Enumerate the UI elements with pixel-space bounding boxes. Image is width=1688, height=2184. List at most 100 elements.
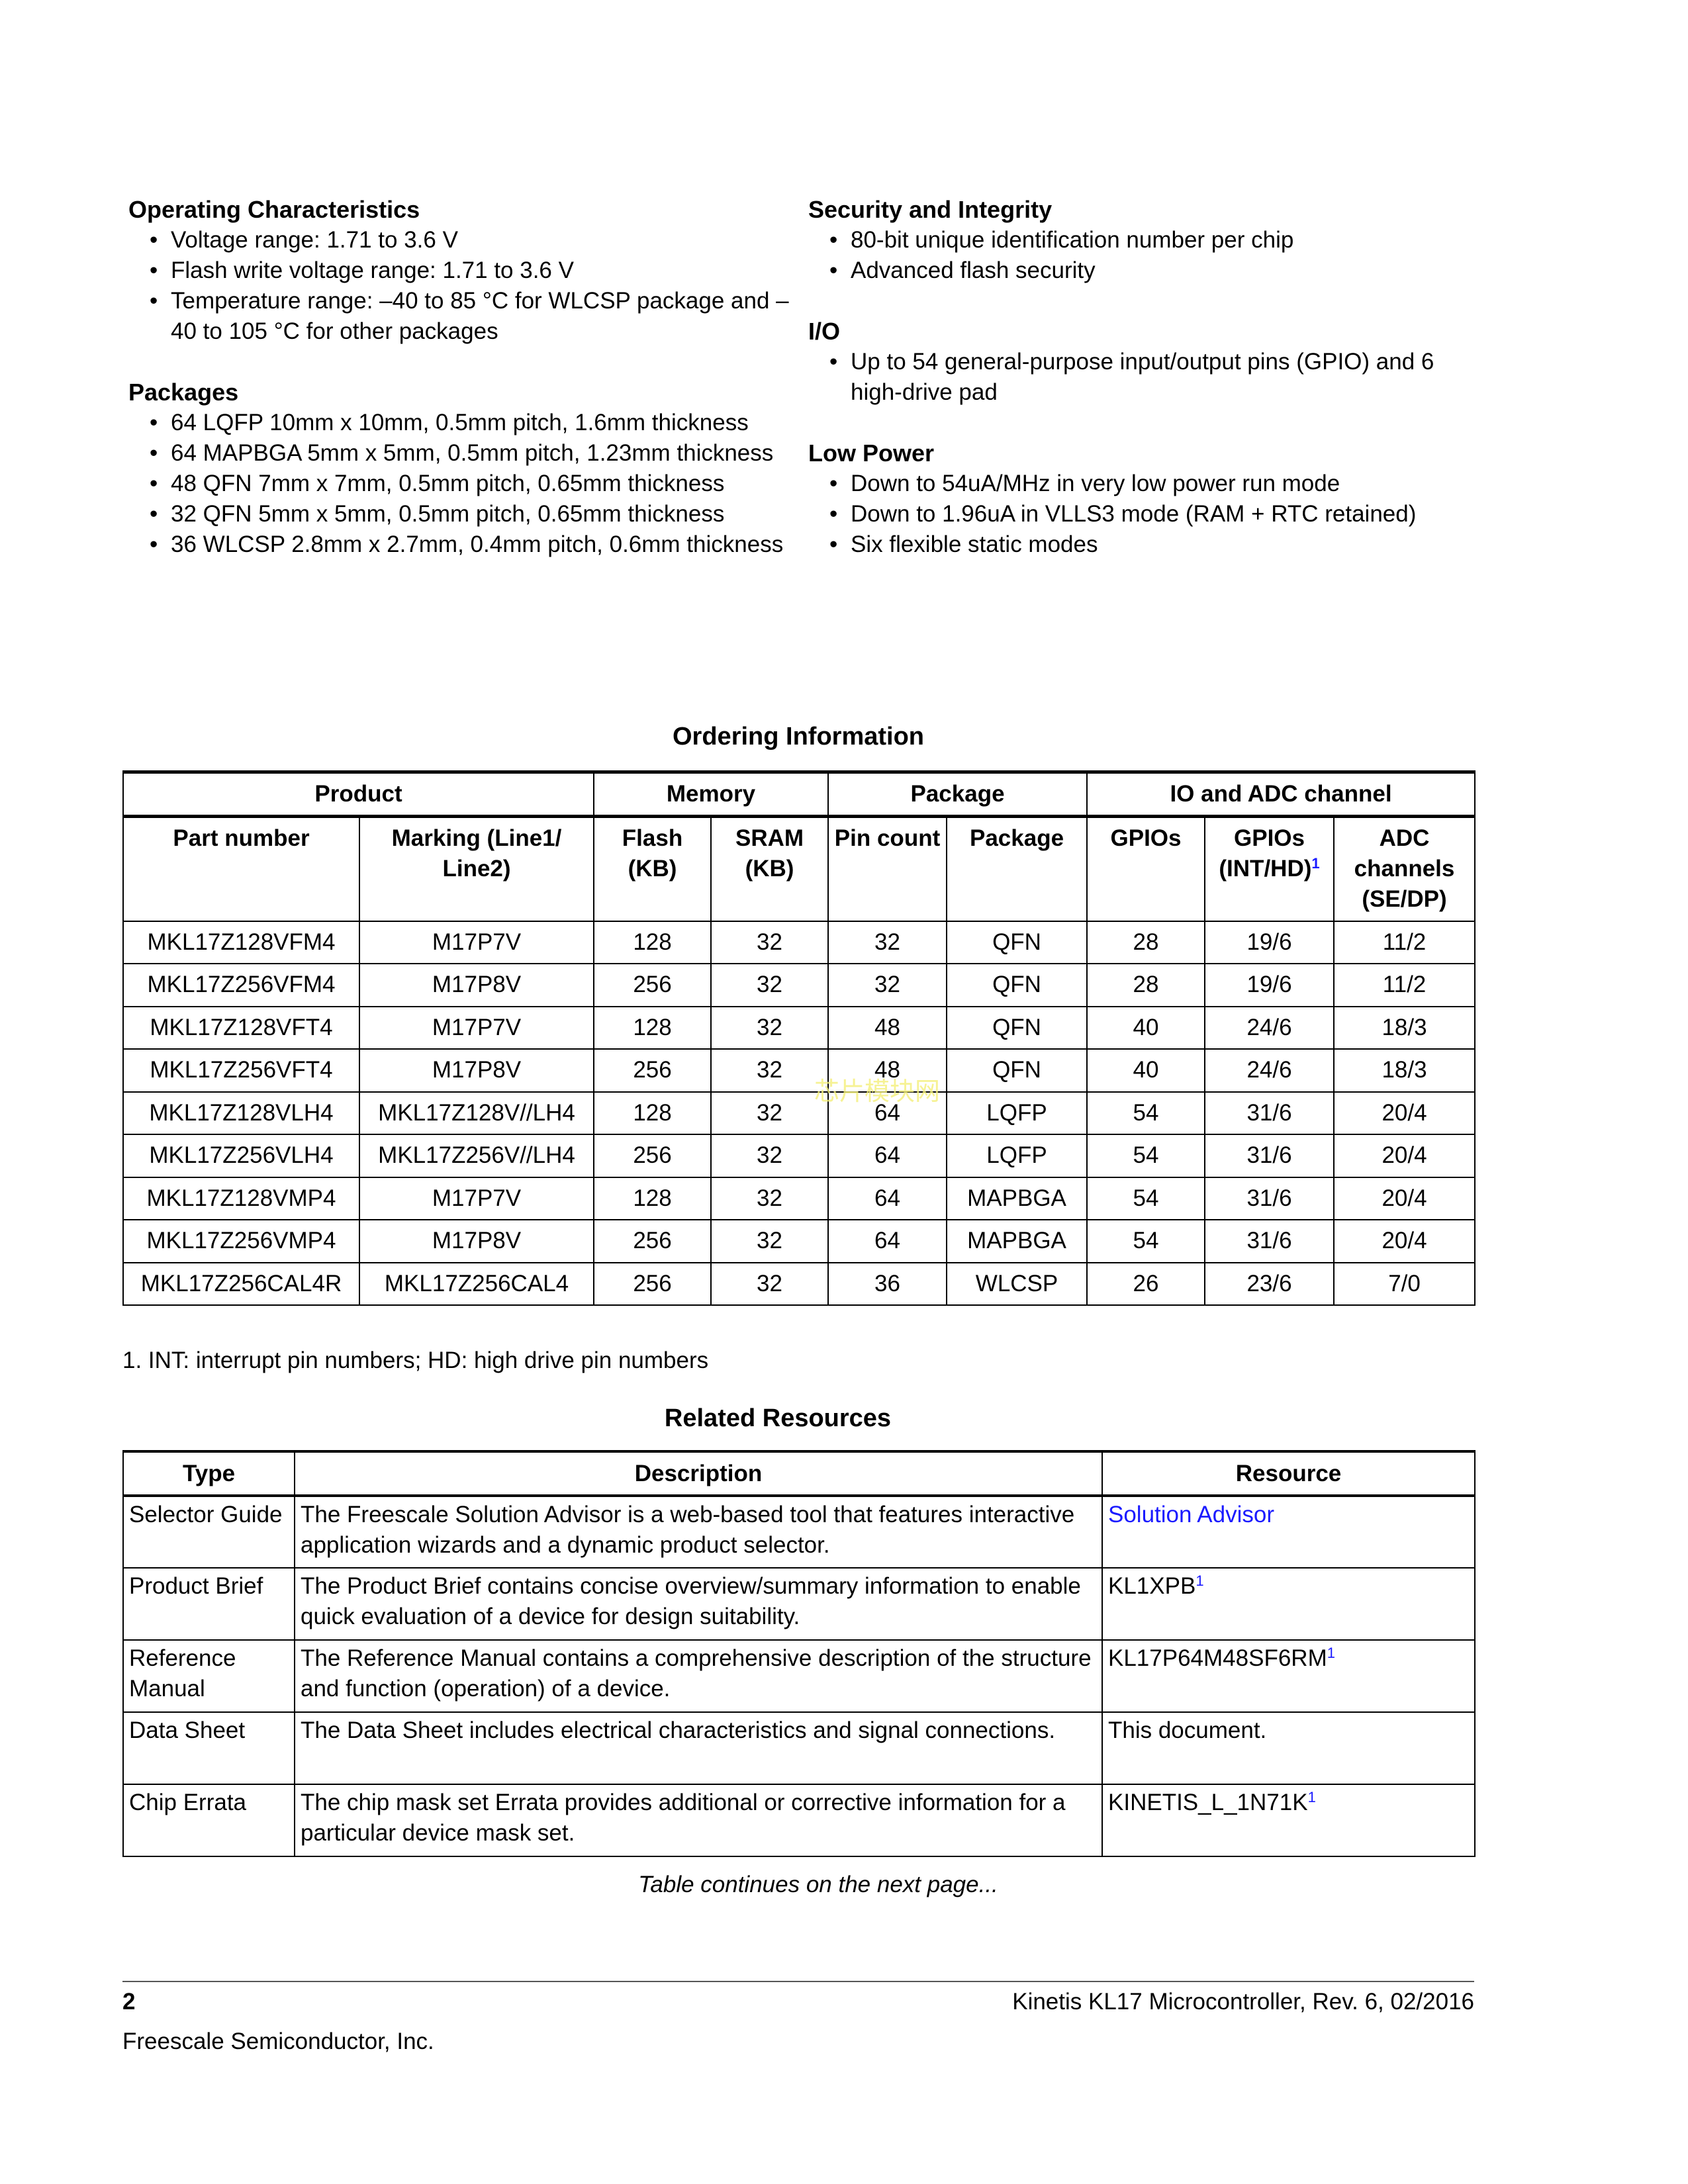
section-heading: Low Power — [808, 439, 935, 467]
table-cell: 64 — [827, 1176, 948, 1220]
table-cell: 54 — [1086, 1219, 1206, 1263]
table-row: MKL17Z128VLH4 MKL17Z128V//LH4 128 32 64 LQFP 5… — [122, 1091, 1476, 1135]
table-cell: 64 — [827, 1134, 948, 1178]
resource-id: KL1XPB — [1108, 1573, 1196, 1599]
bullet-item: Temperature range: –40 to 85 °C for WLCS… — [128, 286, 790, 347]
table-cell: 18/3 — [1333, 1005, 1476, 1050]
table-cell: QFN — [946, 920, 1088, 964]
table-row: MKL17Z128VMP4 M17P7V 128 32 64 MAPBGA 54 31/6 20… — [122, 1176, 1476, 1220]
table-cell-resource: This document. — [1102, 1711, 1476, 1785]
section-heading: Security and Integrity — [808, 196, 1053, 223]
bullet-item: 80-bit unique identification number per … — [808, 225, 1470, 255]
table-row: MKL17Z256VLH4 MKL17Z256V//LH4 256 32 64 LQFP 5… — [122, 1134, 1476, 1178]
table-cell: 7/0 — [1333, 1261, 1476, 1306]
bullet-list: Voltage range: 1.71 to 3.6 VFlash write … — [128, 225, 790, 347]
table-row: Reference Manual The Reference Manual con… — [122, 1639, 1476, 1713]
table-cell: 11/2 — [1333, 963, 1476, 1007]
table-cell: 11/2 — [1333, 920, 1476, 964]
bullet-list: Up to 54 general-purpose input/output pi… — [808, 347, 1470, 408]
table-cell: 32 — [710, 1005, 829, 1050]
table-cell-type: Data Sheet — [122, 1711, 295, 1785]
table-cell: MKL17Z256CAL4R — [122, 1261, 360, 1306]
feature-section: Low PowerDown to 54uA/MHz in very low po… — [808, 438, 1470, 560]
ordering-footnote: 1. INT: interrupt pin numbers; HD: high … — [122, 1347, 709, 1373]
table-cell: 20/4 — [1333, 1176, 1476, 1220]
table-cell: 256 — [593, 1134, 712, 1178]
table-cell: 31/6 — [1204, 1176, 1335, 1220]
bullet-list: 80-bit unique identification number per … — [808, 225, 1470, 286]
table-cell: 32 — [710, 1091, 829, 1135]
table-cell: MAPBGA — [946, 1176, 1088, 1220]
bullet-item: 48 QFN 7mm x 7mm, 0.5mm pitch, 0.65mm th… — [128, 469, 790, 499]
table-cell-desc: The Reference Manual contains a comprehe… — [294, 1639, 1103, 1713]
table-cell: 32 — [827, 920, 948, 964]
table-cell: 32 — [827, 963, 948, 1007]
group-header: IO and ADC channel — [1086, 770, 1476, 818]
table-row: MKL17Z256VFT4 M17P8V 256 32 48 QFN 40 24/6 18/3 — [122, 1048, 1476, 1093]
bullet-item: Down to 54uA/MHz in very low power run m… — [808, 469, 1470, 499]
column-header: Package — [946, 815, 1088, 922]
table-cell: M17P8V — [358, 1048, 595, 1093]
column-header: Pin count — [827, 815, 948, 922]
resource-link[interactable]: Solution Advisor — [1108, 1502, 1274, 1527]
bullet-item: Advanced flash security — [808, 255, 1470, 286]
column-header: Resource — [1102, 1450, 1476, 1497]
table-cell: 32 — [710, 1261, 829, 1306]
section-heading: I/O — [808, 318, 841, 345]
table-cell: M17P7V — [358, 1176, 595, 1220]
table-cell: 36 — [827, 1261, 948, 1306]
table-cell: 19/6 — [1204, 920, 1335, 964]
table-cell: MKL17Z128VFM4 — [122, 920, 360, 964]
table-cell: WLCSP — [946, 1261, 1088, 1306]
table-cell: 54 — [1086, 1134, 1206, 1178]
right-feature-column: Security and Integrity80-bit unique iden… — [808, 195, 1470, 590]
table-cell: M17P8V — [358, 1219, 595, 1263]
table-cell: 48 — [827, 1048, 948, 1093]
column-header: Description — [294, 1450, 1103, 1497]
section-heading: Operating Characteristics — [128, 196, 420, 223]
table-row: MKL17Z128VFT4 M17P7V 128 32 48 QFN 40 24/6 18/3 — [122, 1005, 1476, 1050]
table-cell: 32 — [710, 1176, 829, 1220]
table-cell-type: Selector Guide — [122, 1495, 295, 1569]
table-cell: MKL17Z128V//LH4 — [358, 1091, 595, 1135]
table-row: MKL17Z256VMP4 M17P8V 256 32 64 MAPBGA 54 31/6 20… — [122, 1219, 1476, 1263]
table-cell-desc: The Product Brief contains concise overv… — [294, 1567, 1103, 1641]
footnote-ref[interactable]: 1 — [1311, 855, 1320, 872]
table-cell: 20/4 — [1333, 1219, 1476, 1263]
table-cell: 40 — [1086, 1005, 1206, 1050]
table-cell: 128 — [593, 920, 712, 964]
table-cell: MKL17Z256V//LH4 — [358, 1134, 595, 1178]
table-cell-type: Chip Errata — [122, 1784, 295, 1857]
watermark: 芯片模块网 — [814, 1078, 941, 1106]
table-cell-resource: KL1XPB1 — [1102, 1567, 1476, 1641]
footnote-ref[interactable]: 1 — [1327, 1645, 1335, 1661]
table-cell: MAPBGA — [946, 1219, 1088, 1263]
table-cell: 32 — [710, 1219, 829, 1263]
table-cell: QFN — [946, 963, 1088, 1007]
resource-id: KINETIS_L_1N71K — [1108, 1790, 1308, 1815]
table-row: Product Brief The Product Brief contains … — [122, 1567, 1476, 1641]
table-cell-type: Reference Manual — [122, 1639, 295, 1713]
table-cell: 28 — [1086, 920, 1206, 964]
document-title: Kinetis KL17 Microcontroller, Rev. 6, 02… — [1012, 1989, 1474, 2015]
bullet-item: Down to 1.96uA in VLLS3 mode (RAM + RTC … — [808, 499, 1470, 529]
table-cell: M17P8V — [358, 963, 595, 1007]
table-cell: 18/3 — [1333, 1048, 1476, 1093]
footnote-ref[interactable]: 1 — [1196, 1572, 1204, 1589]
bullet-item: Voltage range: 1.71 to 3.6 V — [128, 225, 790, 255]
bullet-item: Flash write voltage range: 1.71 to 3.6 V — [128, 255, 790, 286]
bullet-list: Down to 54uA/MHz in very low power run m… — [808, 469, 1470, 560]
table-cell: M17P7V — [358, 1005, 595, 1050]
table-cell: 20/4 — [1333, 1134, 1476, 1178]
table-cell: 24/6 — [1204, 1048, 1335, 1093]
group-header: Memory — [593, 770, 829, 818]
footnote-ref[interactable]: 1 — [1307, 1789, 1316, 1805]
table-cell: LQFP — [946, 1091, 1088, 1135]
table-cell: 48 — [827, 1005, 948, 1050]
table-cell: 256 — [593, 963, 712, 1007]
table-cell: 40 — [1086, 1048, 1206, 1093]
table-cell: 20/4 — [1333, 1091, 1476, 1135]
bullet-list: 64 LQFP 10mm x 10mm, 0.5mm pitch, 1.6mm … — [128, 408, 790, 560]
table-cell: 23/6 — [1204, 1261, 1335, 1306]
company-name: Freescale Semiconductor, Inc. — [122, 2028, 434, 2054]
